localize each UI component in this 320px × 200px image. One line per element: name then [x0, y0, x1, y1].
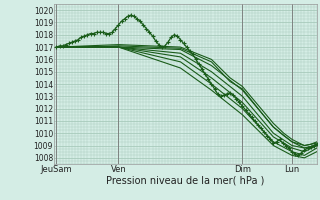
X-axis label: Pression niveau de la mer( hPa ): Pression niveau de la mer( hPa )	[107, 176, 265, 186]
